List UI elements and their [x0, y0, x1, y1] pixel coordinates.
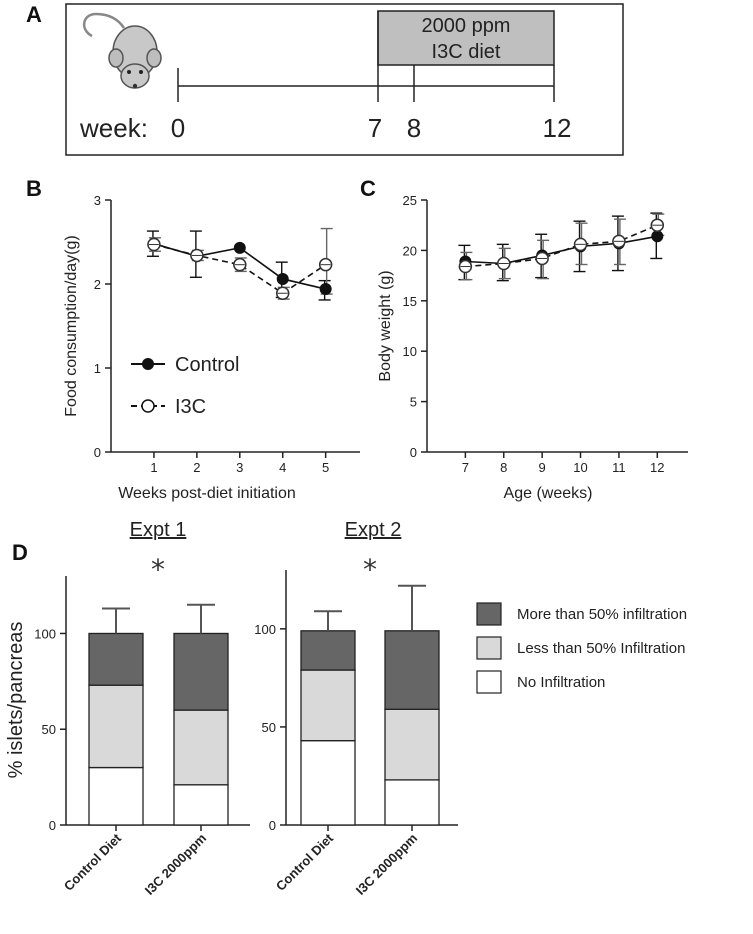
- panel-b-control-point: [233, 241, 246, 254]
- expt2-less-than-50-infiltration-bar: [300, 669, 356, 742]
- legend-i3c-marker: [141, 399, 155, 413]
- diet-box-line1: 2000 ppm: [422, 15, 511, 37]
- legend-less-swatch: [476, 636, 502, 660]
- week-7-label: 7: [368, 113, 382, 143]
- expt2-y-tick-label: 0: [269, 818, 276, 833]
- panel-c-chart: 0 5 10 15 20 25 7 8 9 10 11 12: [403, 193, 688, 475]
- diet-box: [377, 10, 555, 66]
- panel-c-y-tick-label: 10: [403, 344, 417, 359]
- week-8-label: 8: [407, 113, 421, 143]
- expt1-category-label: Control Diet: [61, 830, 125, 894]
- week-12-label: 12: [543, 113, 572, 143]
- expt1-no-infiltration-bar: [173, 784, 229, 826]
- panel-a-frame: [65, 3, 624, 156]
- panel-b-x-label: Weeks post-diet initiation: [118, 485, 296, 502]
- panel-b-x-tick-label: 5: [322, 460, 329, 475]
- expt2-category-label: I3C 2000ppm: [353, 831, 420, 898]
- expt2-more-than-50-infiltration-bar: [384, 630, 440, 710]
- expt1-more-than-50-infiltration-bar: [173, 632, 229, 711]
- panel-c-x-tick-label: 8: [500, 460, 507, 475]
- panel-c-y-label: Body weight (g): [377, 270, 394, 381]
- panel-b-letter: B: [26, 176, 42, 201]
- expt2-y-tick-label: 100: [254, 622, 276, 637]
- panel-d-y-label: % islets/pancreas: [5, 622, 27, 779]
- panel-c-x-tick-label: 12: [650, 460, 664, 475]
- panel-b-y-tick-label: 1: [94, 361, 101, 376]
- expt2-no-infiltration-bar: [384, 779, 440, 826]
- expt1-less-than-50-infiltration-bar: [173, 709, 229, 786]
- panel-b-x-tick-label: 1: [150, 460, 157, 475]
- panel-b-legend: Control I3C: [131, 354, 239, 418]
- panel-c-x-tick-label: 10: [573, 460, 587, 475]
- legend-none-swatch: [476, 670, 502, 694]
- expt1-y-tick-label: 50: [42, 722, 56, 737]
- panel-d-letter: D: [12, 540, 28, 565]
- expt1-title: Expt 1: [130, 519, 187, 541]
- panel-c-y-tick-label: 20: [403, 243, 417, 258]
- expt2-significance: *: [363, 553, 377, 586]
- panel-d-legend: More than 50% infiltration Less than 50%…: [476, 602, 687, 694]
- expt1-category-label: I3C 2000ppm: [142, 831, 209, 898]
- panel-c-y-tick-label: 15: [403, 294, 417, 309]
- legend-control-label: Control: [175, 354, 239, 376]
- expt1-y-tick-label: 100: [34, 626, 56, 641]
- expt2-chart: 0 50 100 Control Diet I3C 2000ppm: [254, 570, 458, 898]
- panel-b-y-tick-label: 2: [94, 277, 101, 292]
- panel-b-chart: 0 1 2 3 1 2 3 4 5: [94, 193, 360, 475]
- panel-a-letter: A: [26, 2, 42, 27]
- expt1-significance: *: [151, 553, 165, 586]
- expt2-more-than-50-infiltration-bar: [300, 630, 356, 671]
- legend-more-label: More than 50% infiltration: [517, 606, 687, 623]
- panel-c-y-tick-label: 25: [403, 193, 417, 208]
- panel-c-control-point: [651, 230, 664, 243]
- panel-c-control-line: [465, 235, 658, 265]
- legend-control-marker: [142, 358, 154, 370]
- panel-b-y-tick-label: 3: [94, 193, 101, 208]
- panel-c-i3c-line: [465, 224, 658, 268]
- panel-c-x-tick-label: 7: [462, 460, 469, 475]
- panel-b-y-tick-label: 0: [94, 445, 101, 460]
- week-0-label: 0: [171, 113, 185, 143]
- panel-b-control-point: [276, 272, 289, 285]
- legend-i3c-label: I3C: [175, 396, 206, 418]
- panel-c-x-tick-label: 9: [539, 460, 546, 475]
- panel-c-letter: C: [360, 176, 376, 201]
- panel-b-x-tick-label: 3: [236, 460, 243, 475]
- expt1-more-than-50-infiltration-bar: [88, 632, 144, 686]
- expt2-less-than-50-infiltration-bar: [384, 708, 440, 781]
- legend-less-label: Less than 50% Infiltration: [517, 640, 685, 657]
- panel-b-x-tick-label: 2: [193, 460, 200, 475]
- expt1-no-infiltration-bar: [88, 766, 144, 826]
- expt1-y-tick-label: 0: [49, 818, 56, 833]
- mouse-icon: [83, 12, 162, 89]
- expt1-less-than-50-infiltration-bar: [88, 684, 144, 769]
- panel-c-y-tick-label: 5: [410, 395, 417, 410]
- panel-c-y-tick-label: 0: [410, 445, 417, 460]
- panel-b-x-tick-label: 4: [279, 460, 286, 475]
- legend-more-swatch: [476, 602, 502, 626]
- expt2-category-label: Control Diet: [273, 830, 337, 894]
- legend-none-label: No Infiltration: [517, 674, 605, 691]
- expt1-chart: 0 50 100 Control Diet I3C 2000ppm: [34, 576, 250, 898]
- week-label: week:: [79, 113, 148, 143]
- panel-c-x-tick-label: 11: [612, 460, 626, 475]
- diet-box-line2: I3C diet: [432, 41, 501, 63]
- expt2-y-tick-label: 50: [262, 720, 276, 735]
- panel-b-control-point: [319, 283, 332, 296]
- expt2-title: Expt 2: [345, 519, 402, 541]
- expt2-no-infiltration-bar: [300, 740, 356, 826]
- panel-b-y-label: Food consumption/day(g): [63, 235, 80, 416]
- panel-c-x-label: Age (weeks): [504, 485, 593, 502]
